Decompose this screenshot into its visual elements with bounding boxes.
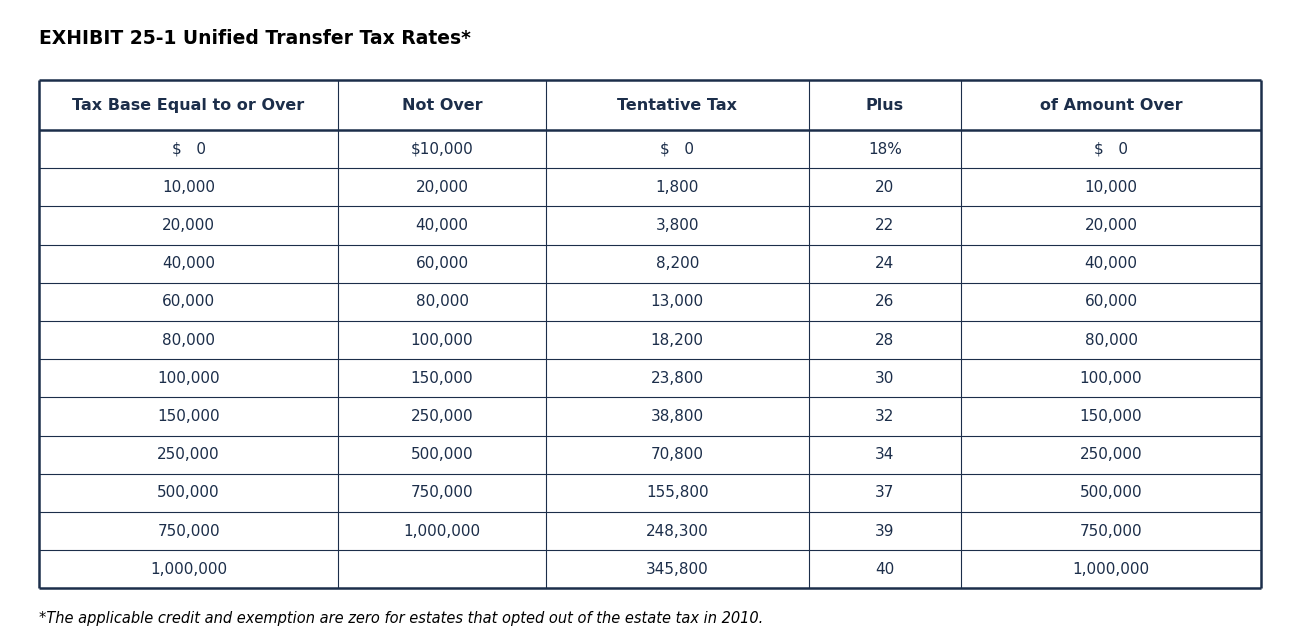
Text: 37: 37 <box>875 485 895 500</box>
Text: EXHIBIT 25-1 Unified Transfer Tax Rates*: EXHIBIT 25-1 Unified Transfer Tax Rates* <box>39 29 471 48</box>
Text: 10,000: 10,000 <box>162 180 215 195</box>
Text: $   0: $ 0 <box>660 141 694 157</box>
Text: 1,000,000: 1,000,000 <box>150 562 227 577</box>
Text: 60,000: 60,000 <box>415 256 468 271</box>
Text: 250,000: 250,000 <box>157 447 220 462</box>
Text: 80,000: 80,000 <box>1084 332 1137 348</box>
Text: 250,000: 250,000 <box>411 409 473 424</box>
Text: 10,000: 10,000 <box>1084 180 1137 195</box>
Text: 60,000: 60,000 <box>1084 294 1137 309</box>
Text: 1,000,000: 1,000,000 <box>403 523 481 539</box>
Text: $10,000: $10,000 <box>411 141 473 157</box>
Text: 1,000,000: 1,000,000 <box>1073 562 1149 577</box>
Text: 34: 34 <box>875 447 895 462</box>
Text: 150,000: 150,000 <box>157 409 220 424</box>
Text: 250,000: 250,000 <box>1079 447 1143 462</box>
Text: *The applicable credit and exemption are zero for estates that opted out of the : *The applicable credit and exemption are… <box>39 611 763 626</box>
Text: $   0: $ 0 <box>1093 141 1128 157</box>
Text: 345,800: 345,800 <box>646 562 708 577</box>
Text: 39: 39 <box>875 523 895 539</box>
Text: 248,300: 248,300 <box>646 523 708 539</box>
Text: 20: 20 <box>875 180 895 195</box>
Text: 70,800: 70,800 <box>651 447 704 462</box>
Text: 23,800: 23,800 <box>651 371 704 386</box>
Text: Not Over: Not Over <box>402 98 482 113</box>
Text: 18,200: 18,200 <box>651 332 704 348</box>
Text: 500,000: 500,000 <box>157 485 220 500</box>
Text: Tentative Tax: Tentative Tax <box>617 98 737 113</box>
Text: 20,000: 20,000 <box>1084 218 1137 233</box>
Text: 40: 40 <box>875 562 895 577</box>
Text: 100,000: 100,000 <box>1079 371 1143 386</box>
Text: 750,000: 750,000 <box>157 523 220 539</box>
Text: 3,800: 3,800 <box>655 218 699 233</box>
Text: 750,000: 750,000 <box>1079 523 1143 539</box>
Text: 155,800: 155,800 <box>646 485 708 500</box>
Text: 13,000: 13,000 <box>651 294 704 309</box>
Text: 80,000: 80,000 <box>162 332 215 348</box>
Text: 8,200: 8,200 <box>655 256 699 271</box>
Text: 38,800: 38,800 <box>651 409 704 424</box>
Text: 32: 32 <box>875 409 895 424</box>
Text: 20,000: 20,000 <box>415 180 468 195</box>
Text: 24: 24 <box>875 256 895 271</box>
Text: Tax Base Equal to or Over: Tax Base Equal to or Over <box>73 98 305 113</box>
Text: 750,000: 750,000 <box>411 485 473 500</box>
Text: 18%: 18% <box>868 141 901 157</box>
Text: 40,000: 40,000 <box>1084 256 1137 271</box>
Text: 100,000: 100,000 <box>411 332 473 348</box>
Text: 60,000: 60,000 <box>162 294 215 309</box>
Text: 20,000: 20,000 <box>162 218 215 233</box>
Text: $   0: $ 0 <box>171 141 206 157</box>
Text: of Amount Over: of Amount Over <box>1040 98 1183 113</box>
Text: 26: 26 <box>875 294 895 309</box>
Text: 22: 22 <box>875 218 895 233</box>
Text: 100,000: 100,000 <box>157 371 220 386</box>
Text: 1,800: 1,800 <box>655 180 699 195</box>
Text: 40,000: 40,000 <box>415 218 468 233</box>
Text: 500,000: 500,000 <box>411 447 473 462</box>
Text: 80,000: 80,000 <box>415 294 468 309</box>
Text: Plus: Plus <box>866 98 904 113</box>
Text: 150,000: 150,000 <box>411 371 473 386</box>
Text: 40,000: 40,000 <box>162 256 215 271</box>
Text: 500,000: 500,000 <box>1079 485 1143 500</box>
Text: 28: 28 <box>875 332 895 348</box>
Text: 150,000: 150,000 <box>1079 409 1143 424</box>
Text: 30: 30 <box>875 371 895 386</box>
